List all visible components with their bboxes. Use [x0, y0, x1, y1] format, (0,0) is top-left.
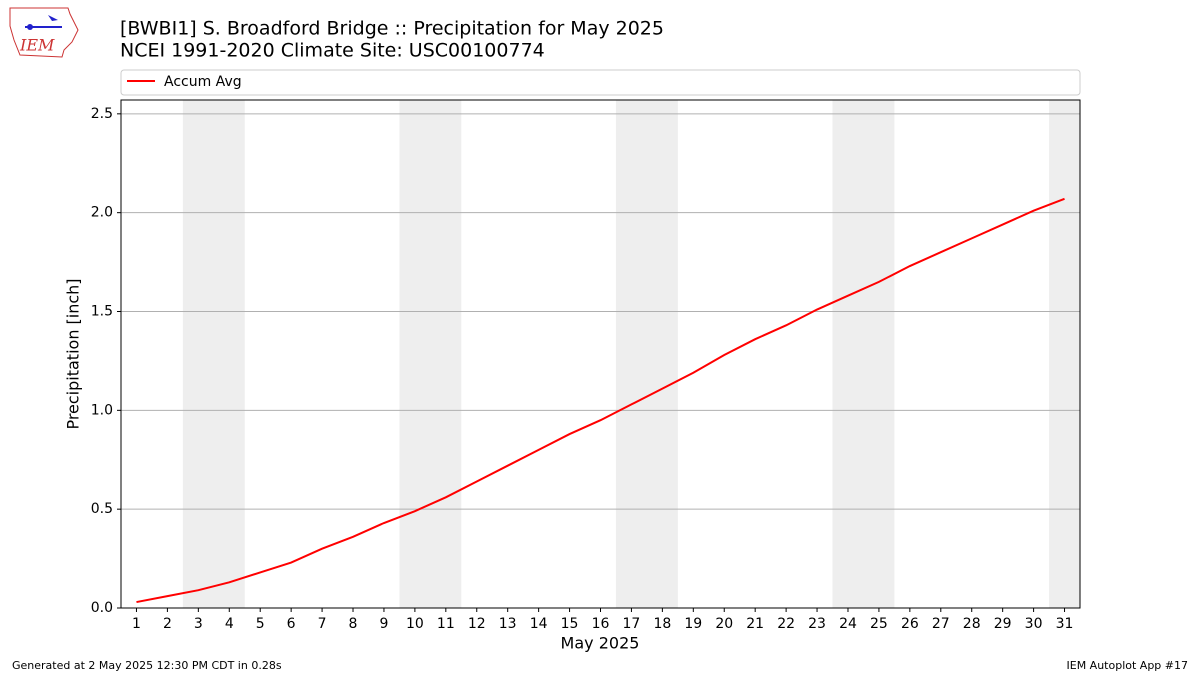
weekend-shade [399, 100, 462, 608]
x-tick-label: 28 [963, 616, 981, 632]
x-tick-label: 29 [994, 616, 1012, 632]
x-tick-label: 15 [561, 616, 579, 632]
x-tick-label: 31 [1056, 616, 1074, 632]
x-tick-label: 21 [746, 616, 764, 632]
x-tick-label: 5 [256, 616, 265, 632]
y-tick-label: 0.5 [91, 501, 113, 517]
legend-box [120, 69, 1081, 96]
y-axis-label: Precipitation [inch] [64, 278, 83, 429]
x-tick-label: 18 [653, 616, 671, 632]
x-tick-label: 12 [468, 616, 486, 632]
legend-label: Accum Avg [164, 74, 242, 90]
x-tick-label: 16 [592, 616, 610, 632]
x-tick-label: 23 [808, 616, 826, 632]
logo-text: IEM [19, 36, 55, 55]
y-tick-label: 2.0 [91, 205, 113, 221]
x-tick-label: 30 [1025, 616, 1043, 632]
x-tick-label: 22 [777, 616, 795, 632]
x-tick-label: 14 [530, 616, 548, 632]
x-tick-label: 17 [623, 616, 641, 632]
logo: IEM [9, 7, 79, 58]
x-tick-label: 25 [870, 616, 888, 632]
data-line [136, 197, 1065, 604]
x-tick-label: 1 [132, 616, 141, 632]
weekend-shade [1049, 100, 1080, 608]
x-tick-label: 2 [163, 616, 172, 632]
x-tick-label: 26 [901, 616, 919, 632]
y-tick-label: 1.0 [91, 402, 113, 418]
x-tick-label: 3 [194, 616, 203, 632]
x-tick-label: 19 [684, 616, 702, 632]
x-tick-label: 6 [287, 616, 296, 632]
x-tick-label: 27 [932, 616, 950, 632]
x-tick-label: 13 [499, 616, 517, 632]
weekend-shade [182, 100, 245, 608]
x-tick-label: 4 [225, 616, 234, 632]
x-tick-label: 9 [379, 616, 388, 632]
footer-right: IEM Autoplot App #17 [1067, 659, 1189, 672]
x-tick-label: 8 [349, 616, 358, 632]
y-tick-label: 1.5 [91, 304, 113, 320]
x-tick-label: 20 [715, 616, 733, 632]
y-tick-label: 2.5 [91, 106, 113, 122]
y-tick-label: 0.0 [91, 600, 113, 616]
x-tick-label: 10 [406, 616, 424, 632]
chart-subtitle: NCEI 1991-2020 Climate Site: USC00100774 [120, 40, 545, 62]
chart-title: [BWBI1] S. Broadford Bridge :: Precipita… [120, 18, 664, 40]
weekend-shade [615, 100, 678, 608]
x-tick-label: 7 [318, 616, 327, 632]
x-tick-label: 24 [839, 616, 857, 632]
x-axis-label: May 2025 [561, 634, 640, 653]
x-tick-label: 11 [437, 616, 455, 632]
footer-left: Generated at 2 May 2025 12:30 PM CDT in … [12, 659, 282, 672]
plot-frame [120, 99, 1081, 609]
weekend-shade [832, 100, 895, 608]
